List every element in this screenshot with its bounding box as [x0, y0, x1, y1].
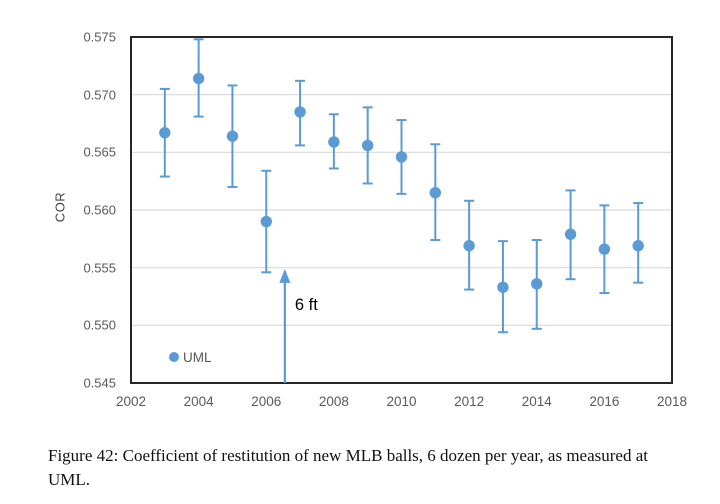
data-point-marker — [531, 278, 543, 290]
data-point-marker — [294, 106, 306, 118]
y-axis-tick-label: 0.570 — [83, 87, 116, 103]
plot-area: 6 ft UML — [130, 36, 673, 384]
y-axis-tick-label: 0.560 — [83, 202, 116, 218]
data-point-marker — [463, 240, 475, 252]
x-axis-tick-label: 2012 — [454, 394, 485, 409]
x-axis-tick-label: 2016 — [589, 394, 620, 409]
annotation-label: 6 ft — [295, 296, 318, 314]
x-axis-tick-label: 2008 — [318, 394, 349, 409]
data-point-marker — [497, 281, 509, 293]
data-point-marker — [429, 187, 442, 199]
data-point-marker — [328, 136, 340, 148]
data-point-marker — [226, 130, 239, 142]
y-axis-tick-label: 0.555 — [83, 260, 116, 276]
plot-border — [130, 36, 673, 384]
y-axis-tick-label: 0.550 — [83, 317, 116, 333]
x-axis-tick-label: 2010 — [386, 394, 417, 409]
x-axis-tick-label: 2014 — [521, 394, 552, 409]
data-point-marker — [192, 72, 205, 85]
x-axis-tick-label: 2018 — [656, 394, 688, 409]
y-axis-tick-label: 0.575 — [83, 29, 116, 45]
legend-label: UML — [183, 350, 212, 365]
y-axis-tick-label: 0.565 — [83, 144, 116, 160]
x-axis-tick-label: 2004 — [183, 394, 214, 409]
annotation-arrow-head — [279, 268, 291, 283]
legend-marker-icon — [169, 352, 179, 362]
data-point-marker — [361, 139, 374, 152]
x-axis-tick-label: 2002 — [115, 394, 147, 409]
figure-caption: Figure 42: Coefficient of restitution of… — [48, 446, 648, 490]
chart-canvas: 6 ft UML — [130, 36, 673, 384]
data-point-marker — [260, 215, 272, 228]
data-point-marker — [632, 240, 644, 252]
data-point-marker — [598, 243, 611, 255]
data-point-marker — [564, 228, 577, 240]
x-axis-tick-label: 2006 — [251, 394, 282, 409]
data-point-marker — [395, 151, 408, 163]
y-axis-tick-label: 0.545 — [83, 375, 116, 391]
data-point-marker — [159, 127, 171, 139]
